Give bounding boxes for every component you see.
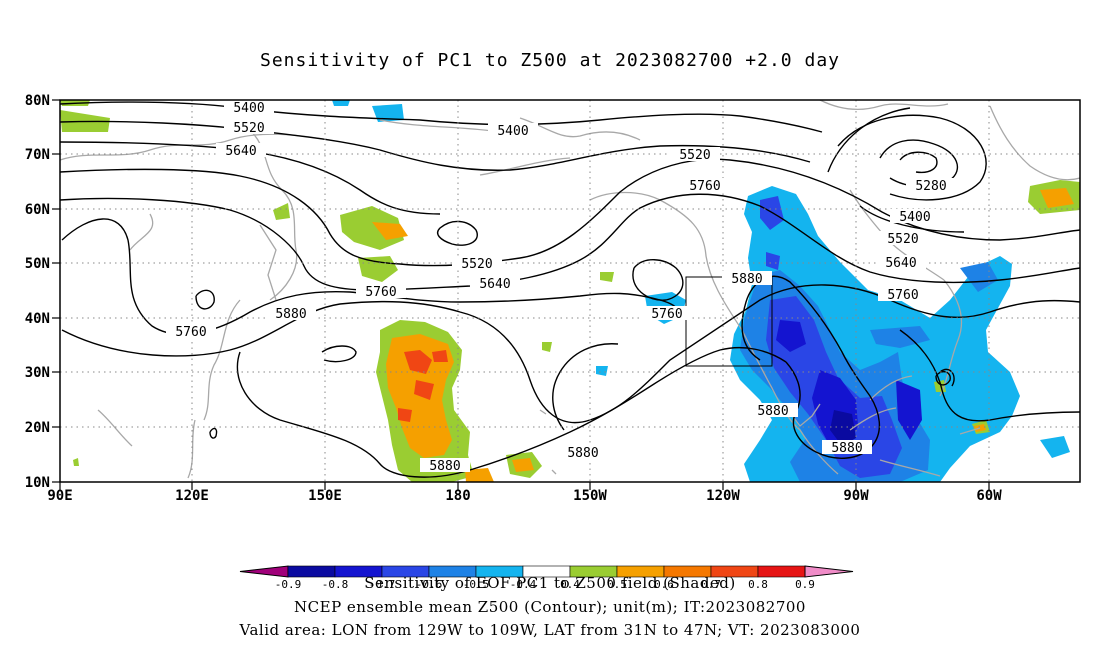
contour-label: 5880: [748, 403, 798, 419]
contour-label: 5760: [642, 306, 692, 322]
colorbar-tick-label: 0.7: [701, 578, 721, 591]
svg-text:5880: 5880: [567, 446, 598, 461]
contour-label: 5640: [216, 143, 266, 159]
svg-text:5760: 5760: [175, 325, 206, 340]
colorbar: [239, 565, 854, 578]
colorbar-tick-label: -0.7: [369, 578, 396, 591]
lon-axis: 90E 120E 150E 180 150W 120W 90W 60W: [47, 482, 1002, 504]
caption-shaded: Sensitivity of EOF PC1 to Z500 field (Sh…: [364, 574, 736, 592]
svg-text:5520: 5520: [679, 148, 710, 163]
svg-text:5520: 5520: [461, 257, 492, 272]
svg-text:5400: 5400: [899, 210, 930, 225]
svg-text:5880: 5880: [831, 441, 862, 456]
lat-axis: 80N 70N 60N 50N 40N 30N 20N 10N: [25, 93, 60, 491]
caption-contour: NCEP ensemble mean Z500 (Contour); unit(…: [294, 598, 806, 616]
svg-text:5760: 5760: [689, 179, 720, 194]
lat-tick-label: 60N: [25, 202, 50, 218]
lat-tick-label: 40N: [25, 311, 50, 327]
contour-label: 5520: [878, 231, 928, 247]
lon-tick-label: 60W: [976, 488, 1002, 504]
contour-label: 5760: [166, 324, 216, 340]
contour-label: 5880: [822, 440, 872, 456]
colorbar-tick-label: -0.9: [275, 578, 302, 591]
contour-label: 5640: [470, 276, 520, 292]
svg-text:5880: 5880: [757, 404, 788, 419]
svg-text:5760: 5760: [365, 285, 396, 300]
lon-tick-label: 180: [445, 488, 470, 504]
contour-label: 5760: [356, 284, 406, 300]
lat-tick-label: 10N: [25, 475, 50, 491]
svg-text:5760: 5760: [651, 307, 682, 322]
map-frame: [59, 99, 1081, 483]
lat-tick-label: 30N: [25, 365, 50, 381]
map-title: Sensitivity of PC1 to Z500 at 2023082700…: [259, 50, 840, 71]
contour-labels: 5400 5520 5640 5400 5520 5760 5280 5400 …: [166, 100, 956, 474]
contour-label: 5880: [558, 445, 608, 461]
lon-tick-label: 120E: [175, 488, 209, 504]
svg-text:5640: 5640: [885, 256, 916, 271]
svg-text:5880: 5880: [429, 459, 460, 474]
svg-text:5760: 5760: [887, 288, 918, 303]
colorbar-segment: [804, 565, 854, 578]
svg-text:5640: 5640: [225, 144, 256, 159]
colorbar-tick-label: 0.8: [748, 578, 768, 591]
colorbar-tick-label: -0.4: [510, 578, 537, 591]
colorbar-tick-label: -0.8: [322, 578, 349, 591]
contour-label: 5760: [878, 287, 928, 303]
svg-text:5520: 5520: [233, 121, 264, 136]
lat-tick-label: 70N: [25, 147, 50, 163]
contour-label: 5880: [420, 458, 470, 474]
svg-text:5880: 5880: [731, 272, 762, 287]
colorbar-tick-label: 0.9: [795, 578, 815, 591]
colorbar-tick-label: -0.6: [416, 578, 443, 591]
contour-label: 5520: [670, 147, 720, 163]
colorbar-ticks: -0.9 -0.8 -0.7 -0.6 -0.5 -0.4 0.4 0.5 0.6 0.7 0.8 0…: [275, 578, 815, 591]
colorbar-tick-label: 0.6: [654, 578, 674, 591]
lon-tick-label: 120W: [706, 488, 740, 504]
lat-tick-label: 80N: [25, 93, 50, 109]
contour-label: 5280: [906, 178, 956, 194]
lon-tick-label: 90E: [47, 488, 72, 504]
colorbar-tick-label: 0.4: [560, 578, 580, 591]
contour-label: 5520: [452, 256, 502, 272]
lat-tick-label: 20N: [25, 420, 50, 436]
lat-tick-label: 50N: [25, 256, 50, 272]
svg-text:5880: 5880: [275, 307, 306, 322]
contour-label: 5400: [890, 209, 940, 225]
shaded-sensitivity: [60, 100, 1080, 482]
lon-tick-label: 150W: [573, 488, 607, 504]
lon-tick-label: 150E: [308, 488, 342, 504]
contour-label: 5400: [488, 123, 538, 139]
contour-label: 5640: [876, 255, 926, 271]
caption-valid-area: Valid area: LON from 129W to 109W, LAT f…: [239, 621, 861, 639]
lon-tick-label: 90W: [843, 488, 869, 504]
contour-label: 5880: [722, 271, 772, 287]
svg-text:5520: 5520: [887, 232, 918, 247]
contour-label: 5400: [224, 100, 274, 116]
colorbar-tick-label: -0.5: [463, 578, 490, 591]
svg-text:5640: 5640: [479, 277, 510, 292]
coastlines: [59, 99, 1081, 479]
contour-label: 5520: [224, 120, 274, 136]
svg-text:5400: 5400: [497, 124, 528, 139]
z500-contours: [59, 101, 1081, 478]
svg-text:5280: 5280: [915, 179, 946, 194]
contour-label: 5880: [266, 306, 316, 322]
svg-text:5400: 5400: [233, 101, 264, 116]
contour-label: 5760: [680, 178, 730, 194]
colorbar-tick-label: 0.5: [607, 578, 627, 591]
